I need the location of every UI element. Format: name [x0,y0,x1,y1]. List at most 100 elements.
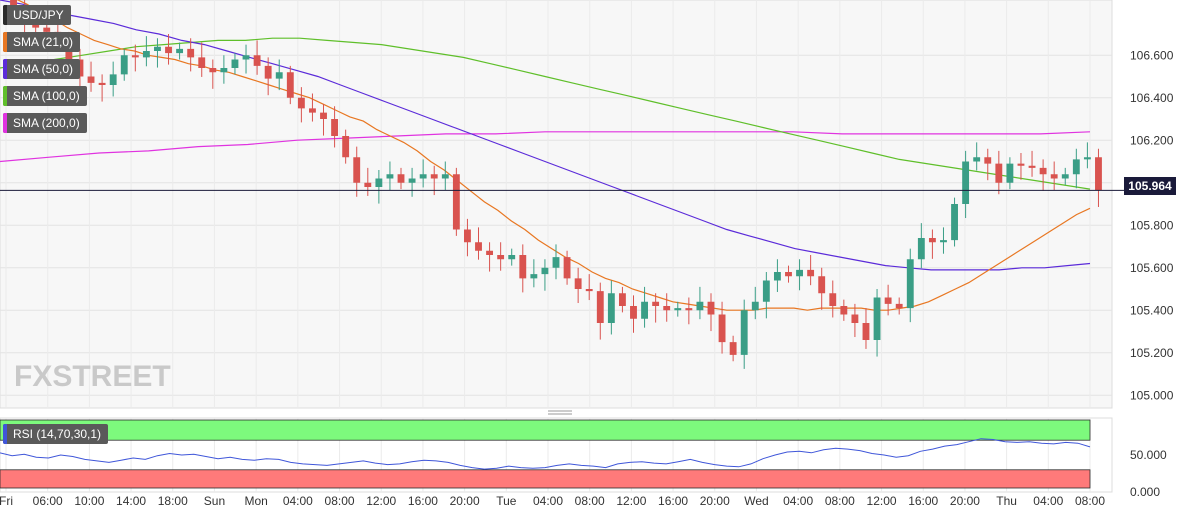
candle-body [729,342,737,355]
rsi-tick-label: 50.000 [1130,448,1167,462]
candle-body [796,269,803,277]
candle-body [364,182,372,187]
x-tick-label: 20:00 [450,494,480,508]
candle-body [165,46,172,54]
candle-body [973,157,981,162]
candle-body [1061,174,1069,179]
candle-body [275,72,283,79]
candle-body [917,238,925,260]
candle-body [574,278,582,289]
x-tick-label: Thu [996,494,1017,508]
y-tick-label: 105.800 [1130,218,1174,232]
candle-body [331,119,339,136]
x-tick-label: Mon [244,494,267,508]
legend-item: SMA (50,0) [3,59,81,79]
x-tick-label: 08:00 [825,494,855,508]
y-tick-label: 105.000 [1130,388,1174,402]
x-tick-label: 10:00 [74,494,104,508]
x-tick-label: 12:00 [366,494,396,508]
x-tick-label: 12:00 [616,494,646,508]
candle-body [751,301,759,311]
candle-body [906,259,914,309]
candle-body [32,23,40,28]
candle-body [242,55,250,60]
candle-body [829,293,837,306]
candle-body [297,97,305,109]
candle-body [408,178,416,183]
x-tick-label: 08:00 [575,494,605,508]
candle-body [685,308,693,311]
rsi-tick-label: 0.000 [1130,485,1160,499]
legend-item: SMA (21,0) [3,32,81,52]
x-tick-label: 18:00 [158,494,188,508]
candle-body [87,76,95,83]
watermark-logo: FXSTREET [14,360,171,393]
legend-swatch [3,32,7,52]
candle-body [1083,157,1091,160]
candle-body [995,163,1003,183]
candle-body [1072,159,1080,175]
x-tick-label: 20:00 [700,494,730,508]
x-tick-label: Tue [496,494,517,508]
candle-body [552,257,560,268]
candle-body [630,306,637,319]
x-tick-label: 20:00 [950,494,980,508]
candle-body [10,0,17,9]
legend-label: SMA (100,0) [13,89,80,103]
rsi-overbought-zone [0,419,1091,441]
candle-body [884,297,892,304]
candle-body [142,51,150,58]
candle-body [928,238,936,243]
y-tick-label: 105.200 [1130,346,1174,360]
y-tick-label: 105.400 [1130,303,1174,317]
x-tick-label: 04:00 [533,494,563,508]
candle-body [220,68,228,73]
candle-body [530,274,538,279]
candle-body [187,48,195,58]
rsi-oversold-zone [0,469,1091,489]
legend-item: SMA (200,0) [3,113,87,133]
y-tick-label: 106.400 [1130,91,1174,105]
candle-body [497,255,505,260]
y-tick-label: 106.600 [1130,48,1174,62]
candle-body [1017,163,1025,166]
candle-body [1039,167,1047,175]
candle-body [430,174,438,179]
candle-body [873,297,881,340]
candle-body [1095,157,1102,191]
candle-body [154,46,161,51]
legend-item: USD/JPY [3,5,71,25]
x-tick-label: 04:00 [783,494,813,508]
candle-body [563,257,571,279]
candle-body [264,65,272,79]
candle-body [840,306,848,315]
x-tick-label: 06:00 [33,494,63,508]
candle-body [674,308,682,311]
candle-body [209,68,217,73]
x-tick-label: 04:00 [283,494,313,508]
candle-body [807,269,815,277]
candle-body [984,157,992,164]
legend-label: USD/JPY [13,8,64,22]
legend-swatch [3,113,7,133]
candle-body [508,255,516,260]
legend-label: SMA (50,0) [13,62,74,76]
candle-body [519,255,527,279]
candle-body [176,48,184,54]
rsi-legend: RSI (14,70,30,1) [3,424,109,444]
candle-body [707,301,715,315]
sma200-line [0,131,1091,163]
y-tick-label: 106.200 [1130,133,1174,147]
candle-body [618,293,626,306]
x-tick-label: 14:00 [116,494,146,508]
candle-body [231,59,239,68]
rsi-label-text: RSI (14,70,30,1) [13,427,102,441]
candle-body [895,303,903,309]
candle-body [486,250,494,255]
candle-body [596,291,604,323]
legend-swatch [3,59,7,79]
x-tick-label: 08:00 [1075,494,1105,508]
candle-body [131,55,139,58]
candle-body [696,301,704,311]
